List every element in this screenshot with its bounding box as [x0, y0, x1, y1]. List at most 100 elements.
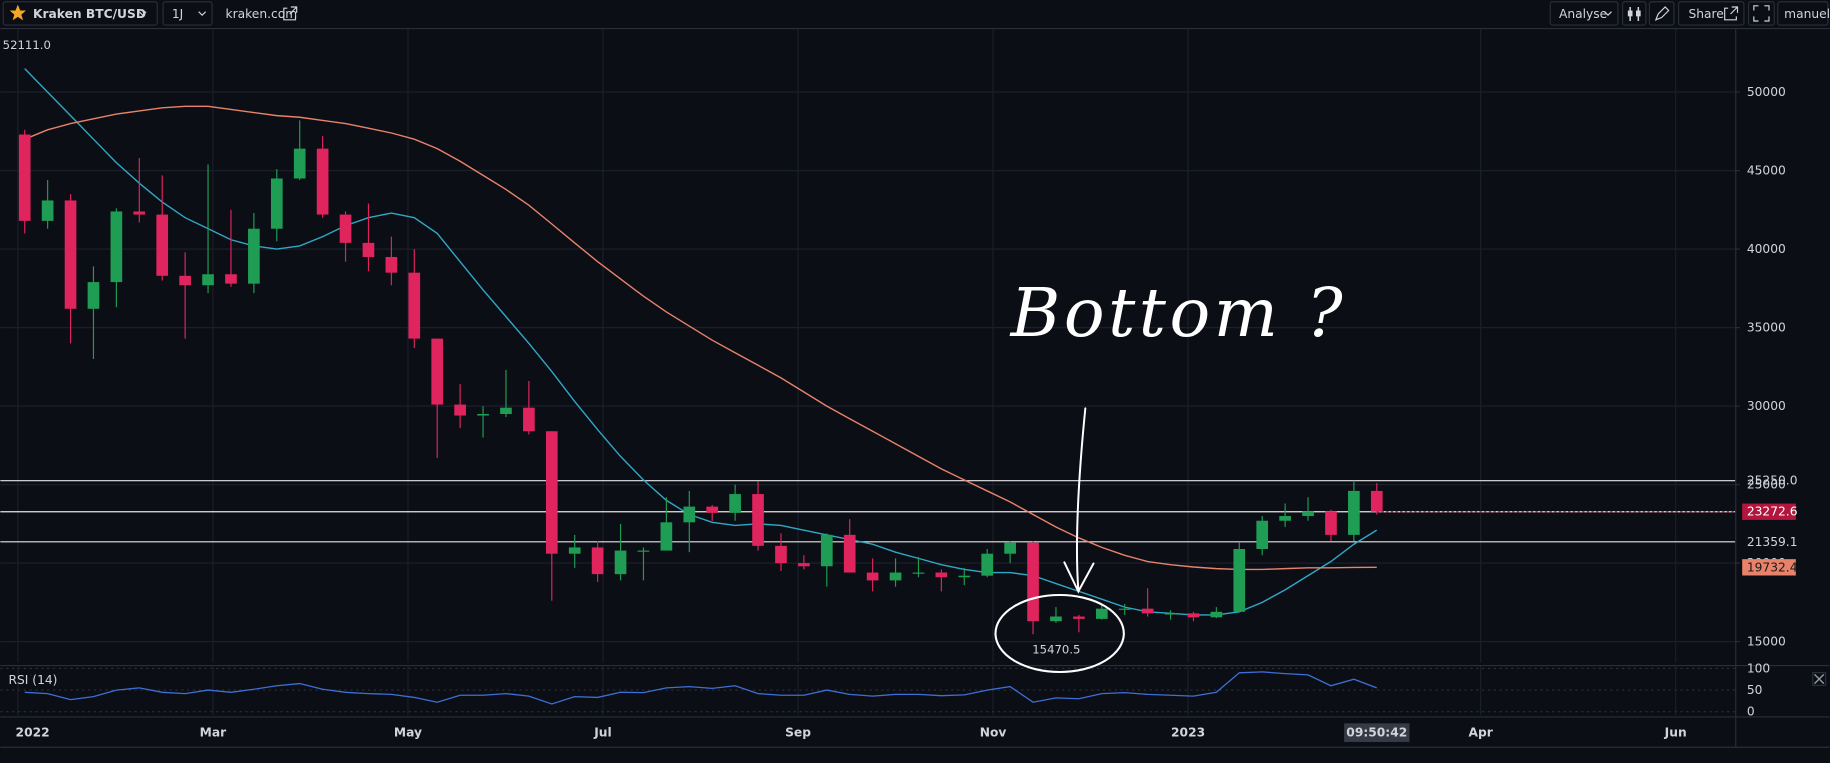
interval[interactable]: 1J: [172, 7, 183, 21]
indicators-button[interactable]: [1622, 1, 1647, 26]
candle-body: [752, 494, 764, 546]
chevron-icon[interactable]: [1604, 11, 1612, 16]
candle-body: [1279, 516, 1291, 521]
user-button[interactable]: [1777, 1, 1829, 26]
candle-body: [1073, 616, 1085, 619]
rsi-tick-label: 100: [1747, 661, 1770, 675]
candle-body: [477, 413, 489, 416]
x-tick-label: Sep: [785, 726, 811, 740]
candle-body: [225, 274, 237, 284]
candle-body: [1187, 613, 1200, 618]
candle-body: [706, 506, 719, 513]
share-label[interactable]: Share: [1689, 7, 1724, 21]
candle-body: [500, 407, 512, 414]
favorite-star[interactable]: [9, 4, 26, 21]
toolbar: [0, 0, 1830, 28]
source-link[interactable]: kraken.com: [226, 7, 298, 21]
draw-button[interactable]: [1648, 1, 1675, 26]
indicators-icon[interactable]: [1627, 10, 1633, 17]
x-tick-label: Jun: [1664, 726, 1687, 740]
chevron-icon[interactable]: [198, 11, 207, 16]
candle-body: [1027, 542, 1039, 622]
chevron-icon[interactable]: [138, 11, 147, 16]
ma-tag-label: 19732.4: [1747, 560, 1798, 574]
symbol-button[interactable]: [2, 1, 158, 26]
candle-body: [866, 572, 879, 581]
y-tick-label: 50000: [1747, 85, 1786, 99]
rsi-tick-label: 0: [1747, 705, 1755, 719]
fullscreen-button[interactable]: [1748, 1, 1775, 26]
moving-average-line: [24, 105, 1377, 571]
candle-body: [614, 550, 627, 575]
external-link-icon[interactable]: [283, 6, 298, 21]
candle-body: [958, 575, 971, 578]
candle-body: [1141, 608, 1154, 614]
rsi-title: RSI (14): [8, 673, 57, 687]
candle-body: [156, 214, 169, 276]
candle-body: [133, 211, 146, 215]
analyse-label[interactable]: Analyse: [1559, 7, 1607, 21]
candle-body: [637, 550, 650, 552]
candle-body: [1210, 611, 1223, 618]
external-link-icon[interactable]: [1724, 6, 1739, 21]
user-name[interactable]: manuel: [1784, 7, 1830, 21]
y-tick-label: 45000: [1747, 164, 1786, 178]
candle-body: [523, 407, 535, 432]
candle-body: [431, 338, 444, 405]
candle-body: [981, 553, 994, 576]
candle-body: [1004, 542, 1016, 554]
symbol-name[interactable]: Kraken BTC/USD: [33, 7, 146, 21]
low-marker-label: 15470.5: [1032, 642, 1080, 656]
share-button[interactable]: [1678, 1, 1745, 26]
candle-body: [683, 506, 696, 523]
candle-body: [912, 572, 925, 574]
x-tick-label: May: [394, 726, 422, 740]
x-tick-label: 2022: [16, 726, 50, 740]
y-tick-label: 30000: [1747, 399, 1786, 413]
candle-body: [591, 547, 604, 575]
candle-body: [729, 494, 741, 513]
candle-body: [454, 404, 466, 416]
candle-body: [660, 522, 673, 551]
handwritten-note: Bottom ?: [1009, 273, 1346, 352]
analyse-button[interactable]: [1549, 1, 1619, 26]
hand-drawn-circle: [994, 593, 1125, 674]
plot-layer: [0, 68, 1736, 705]
interval-button[interactable]: [162, 1, 213, 26]
fullscreen-icon[interactable]: [1753, 5, 1770, 22]
close-pane-icon[interactable]: [1814, 673, 1825, 685]
grid-layer: [0, 29, 1736, 716]
candle-body: [385, 256, 398, 273]
indicators-icon[interactable]: [1636, 10, 1641, 17]
candle-body: [362, 242, 375, 257]
candle-body: [202, 274, 214, 286]
candle-body: [408, 272, 421, 339]
candle-body: [568, 547, 581, 554]
candle-body: [1095, 608, 1108, 619]
candle-body: [1325, 511, 1337, 535]
x-tick-label: Mar: [200, 726, 226, 740]
x-tick-label: 2023: [1171, 726, 1205, 740]
candle-body: [889, 572, 902, 581]
candle-body: [64, 200, 77, 309]
close-pane-button[interactable]: [1812, 672, 1827, 686]
candle-body: [1164, 613, 1177, 615]
pencil-icon[interactable]: [1654, 6, 1670, 21]
price-tag-label: 23272.6: [1747, 505, 1798, 519]
candle-body: [316, 148, 329, 215]
candle-body: [18, 134, 31, 221]
hand-drawn-arrow: [1063, 407, 1095, 594]
y-tick-label: 15000: [1747, 635, 1786, 649]
candle-body: [1370, 490, 1383, 512]
candle-body: [843, 534, 856, 573]
candle-body: [545, 431, 558, 554]
candle-body: [820, 534, 833, 567]
high-marker-label: 52111.0: [3, 38, 51, 52]
candle-body: [179, 275, 191, 286]
y-tick-label: 25000: [1747, 478, 1786, 492]
candle-body: [1256, 520, 1269, 549]
y-tick-label: 40000: [1747, 242, 1786, 256]
